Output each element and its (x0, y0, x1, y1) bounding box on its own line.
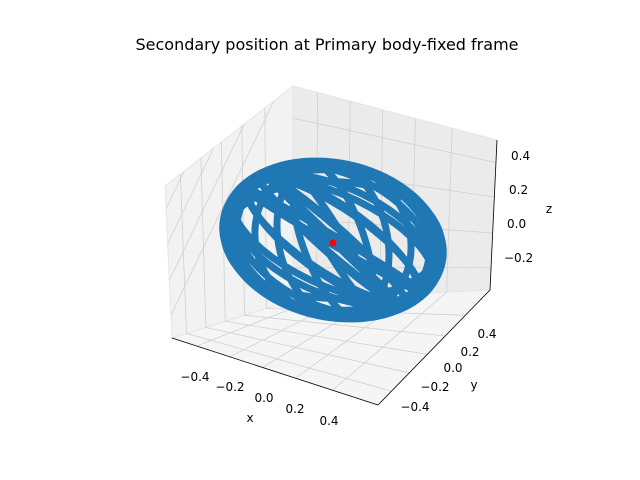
grid-lines (165, 92, 497, 392)
grid-line (179, 173, 187, 334)
grid-line (241, 125, 245, 316)
x-tick-label: 0.4 (319, 414, 338, 428)
trajectory-path (219, 157, 447, 323)
x-tick-label: 0.0 (254, 391, 273, 405)
grid-line (292, 117, 497, 163)
grid-line (186, 333, 392, 392)
z-tick-label: 0.0 (507, 217, 526, 231)
grid-line (167, 147, 215, 244)
grid-line (168, 123, 245, 281)
z-axis-label: z (546, 202, 552, 216)
y-tick-label: 0.0 (443, 361, 462, 375)
grid-line (446, 128, 453, 293)
primary-origin-marker (329, 239, 337, 247)
grid-line (170, 100, 275, 316)
grid-line (205, 326, 410, 374)
y-tick-labels: −0.4 −0.2 0.0 0.2 0.4 (400, 327, 496, 414)
y-tick-label: −0.4 (400, 400, 429, 414)
grid-line (244, 314, 446, 337)
y-axis-label: y (470, 378, 477, 392)
grid-line (225, 320, 428, 355)
z-tick-label: −0.2 (504, 251, 533, 265)
grid-line (332, 291, 447, 391)
z-axis-line (489, 139, 498, 291)
y-axis-line (377, 289, 491, 406)
x-axis-line (171, 337, 379, 406)
x-tick-label: 0.2 (285, 402, 304, 416)
grid-line (165, 170, 185, 209)
z-tick-labels: −0.2 0.0 0.2 0.4 (504, 149, 533, 265)
y-tick-label: −0.2 (420, 380, 449, 394)
x-tick-label: −0.4 (180, 370, 209, 384)
grid-line (200, 157, 207, 328)
x-tick-label: −0.2 (215, 380, 244, 394)
x-tick-labels: −0.4 −0.2 0.0 0.2 0.4 (180, 370, 338, 428)
z-tick-label: 0.2 (509, 183, 528, 197)
y-tick-label: 0.4 (477, 327, 496, 341)
chart-title: Secondary position at Primary body-fixed… (135, 35, 518, 54)
z-tick-label: 0.4 (511, 149, 530, 163)
trajectory-series (219, 157, 447, 323)
y-tick-label: 0.2 (460, 345, 479, 359)
x-axis-label: x (246, 411, 253, 425)
